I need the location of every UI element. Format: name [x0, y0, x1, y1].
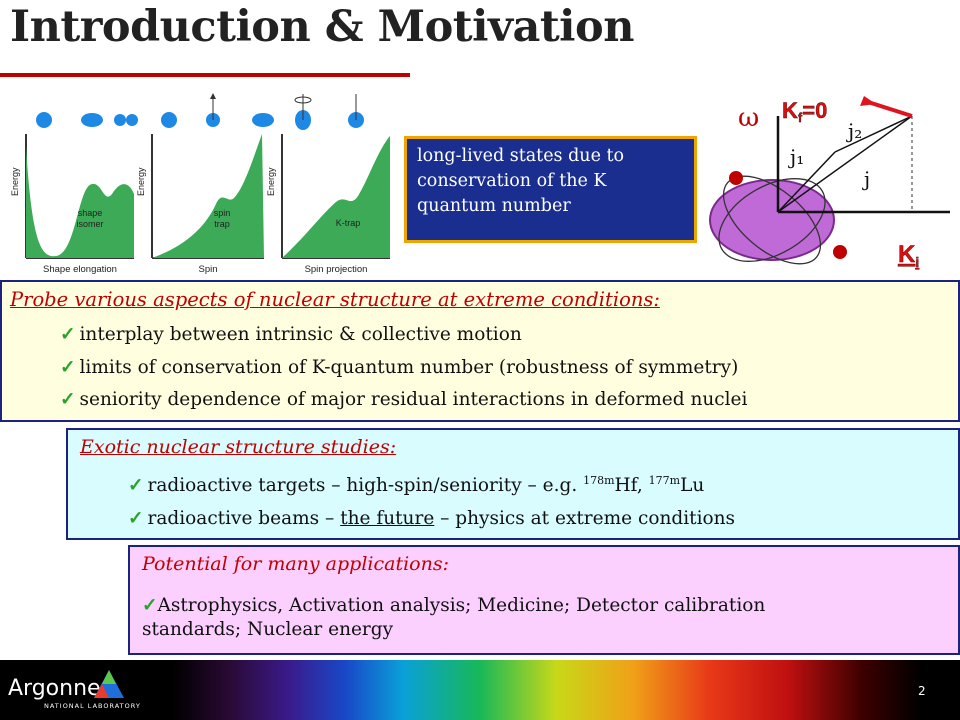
coupling-axes: [776, 96, 950, 214]
shape-isomer-panel: Energy shape isomer Shape elongation: [10, 134, 134, 275]
list-item-continuation: standards; Nuclear energy: [142, 619, 394, 640]
checkmark-icon: ✓: [60, 389, 76, 410]
svg-text:spin: spin: [214, 208, 231, 218]
omega-symbol: ω: [738, 103, 759, 133]
kf-label: Kf=0: [782, 98, 827, 125]
j1-label: j₁: [788, 145, 804, 169]
slide-title: Introduction & Motivation: [10, 2, 634, 52]
svg-text:K-trap: K-trap: [336, 218, 361, 228]
applications-heading: Potential for many applications:: [142, 553, 449, 575]
svg-text:Spin projection: Spin projection: [305, 264, 368, 275]
svg-text:trap: trap: [214, 219, 230, 229]
exotic-section: Exotic nuclear structure studies: ✓ radio…: [66, 428, 960, 540]
applications-section: Potential for many applications: ✓Astrop…: [128, 545, 960, 655]
checkmark-icon: ✓: [60, 357, 76, 378]
svg-text:shape: shape: [78, 208, 103, 218]
checkmark-icon: ✓: [60, 324, 76, 345]
list-item: ✓ radioactive beams – the future – physic…: [128, 508, 736, 529]
probe-heading: Probe various aspects of nuclear structu…: [10, 288, 660, 311]
svg-text:Energy: Energy: [266, 167, 276, 196]
checkmark-icon: ✓: [128, 508, 144, 529]
argonne-logo: Argonne: [8, 676, 101, 701]
list-item: ✓Astrophysics, Activation analysis; Medi…: [142, 595, 766, 616]
checkmark-icon: ✓: [142, 595, 158, 616]
svg-text:Spin: Spin: [198, 264, 217, 275]
k-conservation-callout: long-lived states due to conservation of…: [404, 136, 697, 243]
j2-label: j₂: [846, 119, 862, 143]
svg-text:isomer: isomer: [76, 219, 103, 229]
k-conservation-text: long-lived states due to conservation of…: [417, 146, 625, 216]
panel1-x-label: Shape elongation: [43, 264, 117, 275]
deformed-nucleus: [709, 171, 847, 265]
argonne-logo-subtitle: NATIONAL LABORATORY: [44, 702, 141, 710]
probe-section: Probe various aspects of nuclear structu…: [0, 280, 960, 422]
k-trap-panel: Energy K-trap Spin projection: [266, 134, 390, 275]
list-item: ✓ limits of conservation of K-quantum num…: [60, 357, 739, 378]
ki-label: Ki: [898, 241, 919, 270]
exotic-heading: Exotic nuclear structure studies:: [80, 436, 397, 458]
list-item: ✓ radioactive targets – high-spin/seniori…: [128, 474, 705, 497]
list-item: ✓ interplay between intrinsic & collectiv…: [60, 324, 522, 345]
list-item: ✓ seniority dependence of major residual …: [60, 389, 748, 410]
spin-trap-panel: Energy spin trap Spin: [136, 134, 264, 275]
checkmark-icon: ✓: [128, 475, 144, 497]
j-label: j: [862, 167, 870, 191]
panel1-y-label: Energy: [10, 167, 20, 196]
svg-text:Energy: Energy: [136, 167, 146, 196]
footer-bar: [0, 660, 960, 720]
isomer-types-figure: Energy shape isomer Shape elongation Ene…: [10, 93, 390, 275]
argonne-triangle-icon: [94, 670, 124, 698]
nuclear-shapes-row: [36, 93, 364, 130]
k-coupling-diagram: ω Kf=0 j₂ j₁ j Ki: [709, 96, 950, 270]
page-number: 2: [918, 684, 926, 698]
title-underline: [0, 73, 410, 77]
